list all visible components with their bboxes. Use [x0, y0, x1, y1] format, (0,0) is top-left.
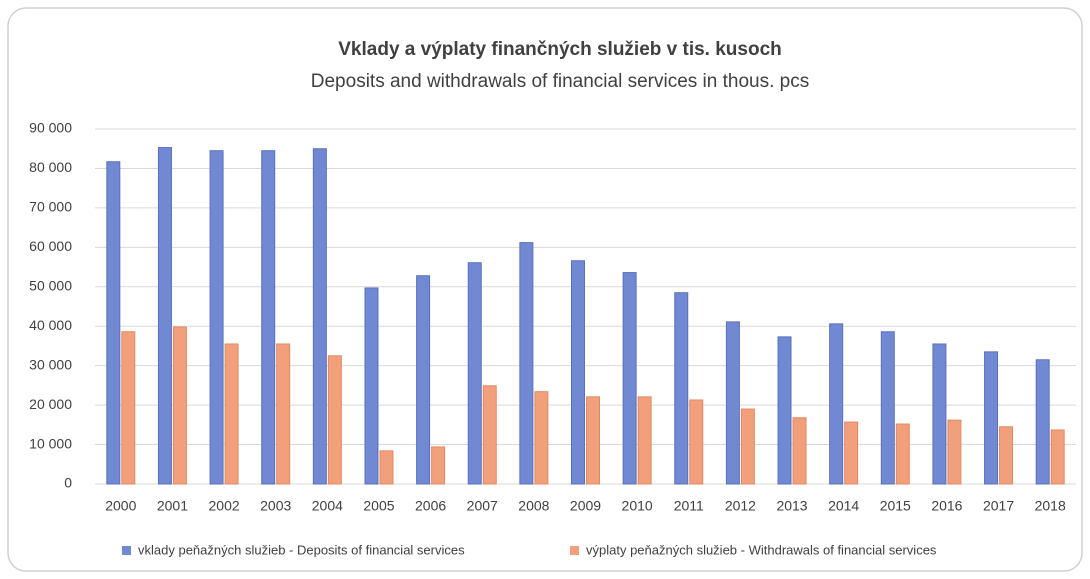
y-tick-label: 40 000 [29, 317, 72, 333]
bar [586, 396, 600, 485]
bar [261, 150, 276, 485]
bar [224, 343, 239, 485]
x-tick-label: 2016 [931, 498, 962, 514]
bar [467, 262, 482, 485]
bar [1035, 359, 1050, 485]
x-tick-label: 2008 [518, 498, 549, 514]
bar [637, 396, 652, 485]
y-tick-label: 20 000 [29, 396, 72, 412]
y-tick-label: 60 000 [29, 238, 72, 254]
x-tick-label: 2006 [415, 498, 446, 514]
legend-swatch [122, 546, 131, 555]
bar [1050, 429, 1065, 485]
bar [689, 399, 704, 485]
chart-subtitle: Deposits and withdrawals of financial se… [311, 71, 809, 92]
y-tick-label: 50 000 [29, 277, 72, 293]
bar [844, 421, 859, 485]
y-tick-label: 70 000 [29, 199, 72, 215]
bar [984, 351, 999, 485]
y-tick-label: 90 000 [29, 120, 72, 136]
legend-swatch [570, 546, 579, 555]
bar [622, 272, 637, 485]
bar [106, 161, 121, 485]
y-tick-label: 0 [64, 475, 72, 491]
x-tick-label: 2017 [983, 498, 1014, 514]
bar [829, 323, 844, 485]
bar [519, 242, 534, 485]
chart-title: Vklady a výplaty finančných služieb v ti… [338, 39, 782, 60]
bar [327, 355, 342, 485]
bar [431, 446, 446, 485]
bar [880, 331, 895, 485]
x-tick-label: 2011 [674, 498, 704, 514]
x-tick-label: 2003 [260, 498, 291, 514]
bar [157, 147, 172, 485]
x-tick-label: 2013 [776, 498, 807, 514]
bar [416, 275, 431, 485]
legend-label: vklady peňažných služieb - Deposits of f… [138, 542, 465, 557]
bar [792, 417, 807, 485]
x-tick-label: 2004 [312, 498, 343, 514]
x-tick-label: 2012 [725, 498, 756, 514]
x-tick-label: 2002 [209, 498, 240, 514]
x-tick-label: 2005 [363, 498, 394, 514]
bar [999, 426, 1014, 485]
x-tick-label: 2015 [880, 498, 911, 514]
bar [947, 419, 962, 485]
bar [482, 385, 497, 485]
bar [121, 331, 136, 485]
y-tick-label: 80 000 [29, 159, 72, 175]
y-tick-label: 30 000 [29, 356, 72, 372]
bar [276, 343, 291, 485]
x-tick-label: 2010 [622, 498, 653, 514]
bar [364, 287, 379, 485]
bar [172, 326, 187, 485]
y-tick-label: 10 000 [29, 435, 72, 451]
bar [571, 260, 585, 485]
bar [740, 408, 755, 485]
x-tick-label: 2009 [570, 498, 601, 514]
bar [777, 336, 792, 485]
bar [312, 148, 327, 485]
x-tick-label: 2018 [1035, 498, 1066, 514]
legend-label: výplaty peňažných služieb - Withdrawals … [586, 542, 937, 557]
bar [209, 150, 224, 485]
bar [379, 450, 394, 485]
bar [534, 391, 549, 485]
x-tick-label: 2014 [828, 498, 859, 514]
x-tick-label: 2001 [157, 498, 188, 514]
bar [932, 343, 947, 485]
bar [674, 292, 689, 485]
x-tick-label: 2000 [105, 498, 136, 514]
bar [725, 321, 740, 485]
bar [895, 423, 910, 485]
x-tick-label: 2007 [467, 498, 498, 514]
